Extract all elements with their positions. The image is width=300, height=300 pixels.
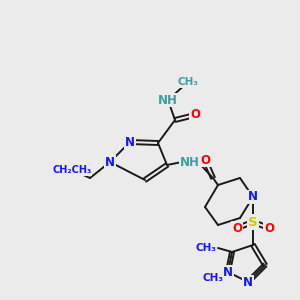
Text: CH₂CH₃: CH₂CH₃: [52, 165, 92, 175]
Text: NH: NH: [180, 155, 200, 169]
Text: N: N: [248, 190, 258, 203]
Text: O: O: [232, 221, 242, 235]
Text: O: O: [190, 109, 200, 122]
Text: CH₃: CH₃: [195, 243, 216, 253]
Text: N: N: [243, 275, 253, 289]
Text: N: N: [223, 266, 233, 278]
Text: CH₃: CH₃: [178, 77, 199, 87]
Text: CH₃: CH₃: [202, 273, 224, 283]
Text: S: S: [248, 215, 258, 229]
Text: N: N: [105, 155, 115, 169]
Text: O: O: [200, 154, 210, 166]
Text: N: N: [125, 136, 135, 148]
Text: NH: NH: [158, 94, 178, 106]
Text: O: O: [264, 221, 274, 235]
